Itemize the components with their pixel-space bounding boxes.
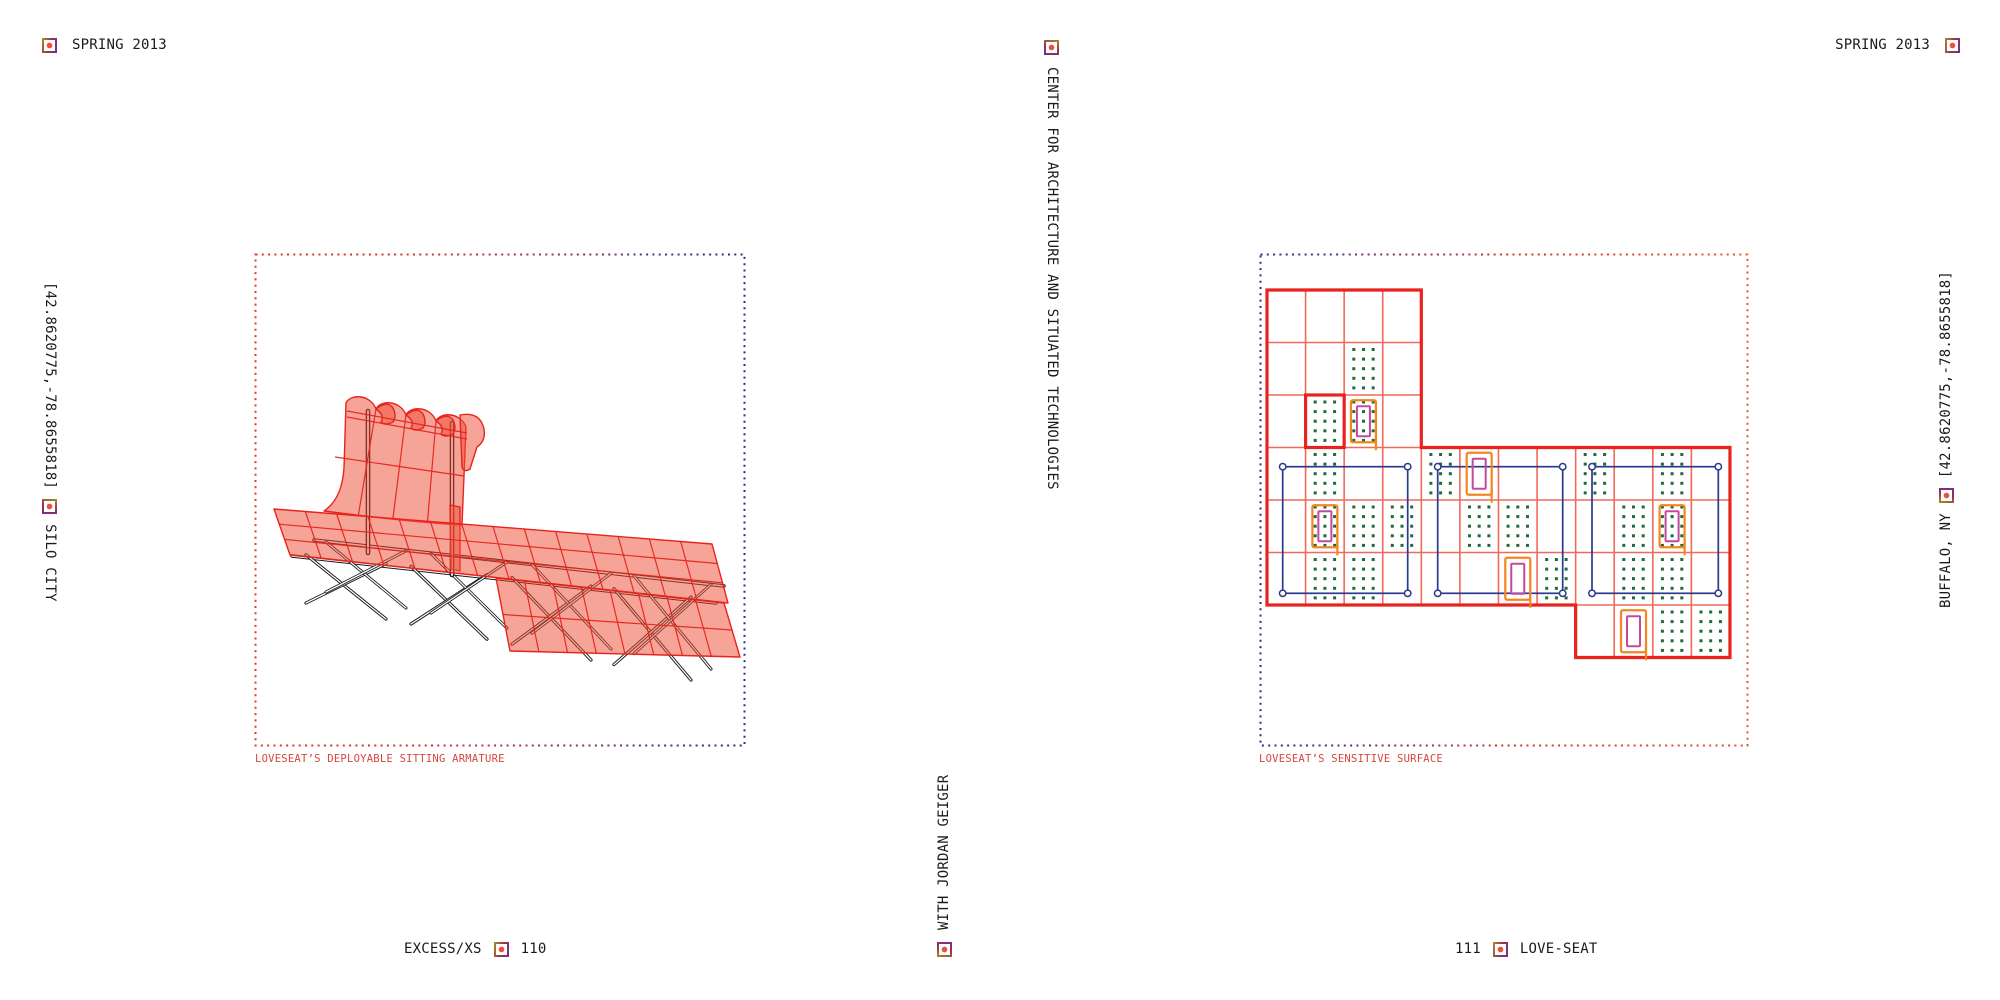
frame-corner-node: [1403, 589, 1412, 598]
sensor-node: [1311, 504, 1339, 556]
register-mark-icon: [1492, 942, 1508, 957]
register-mark-icon: [937, 942, 952, 957]
frame-corner-node: [1433, 462, 1442, 471]
header-left: SPRING 2013: [42, 37, 167, 54]
credit-label: WITH JORDAN GEIGER: [936, 774, 952, 930]
margin-left-block: [42.8620775,-78.8655818] SILO CITY: [41, 282, 58, 602]
register-mark-icon: [1945, 38, 1960, 53]
sensing-zone-frames: [1278, 462, 1723, 598]
page-number: 111: [1455, 941, 1481, 957]
sensor-node: [1504, 556, 1532, 608]
issue-label: SPRING 2013: [72, 37, 167, 53]
institution-label: CENTER FOR ARCHITECTURE AND SITUATED TEC…: [1044, 67, 1060, 490]
footer-left: EXCESS/XS 110: [404, 941, 547, 958]
pressure-dot-fields: [1313, 348, 1722, 652]
sensor-node: [1619, 609, 1648, 661]
sensor-grid-diagram: [1265, 288, 1732, 661]
spine-top-block: CENTER FOR ARCHITECTURE AND SITUATED TEC…: [1043, 40, 1060, 490]
dotted-border: [1259, 253, 1749, 747]
article-title: LOVE-SEAT: [1519, 941, 1598, 957]
frame-corner-node: [1403, 462, 1412, 471]
figure-left: [254, 253, 746, 747]
figure-right: [1259, 253, 1749, 747]
front-drape: [495, 577, 741, 658]
register-mark-icon: [1939, 488, 1954, 504]
footer-right: 111 LOVE-SEAT: [1455, 941, 1598, 958]
sensor-nodes: [1311, 399, 1686, 661]
frame-corner-node: [1588, 462, 1596, 471]
issue-label: SPRING 2013: [1835, 37, 1930, 53]
register-mark-icon: [493, 942, 509, 957]
dotted-border: [254, 253, 746, 747]
deployable-armature-drawing: [273, 396, 741, 682]
register-mark-icon: [42, 499, 57, 515]
fabric-surface: [273, 396, 741, 658]
figure-right-caption: LOVESEAT’S SENSITIVE SURFACE: [1259, 753, 1444, 765]
curl-end-flap: [459, 413, 486, 472]
coordinates-label: [42.8620775,-78.8655818]: [42, 282, 58, 490]
frame-corner-node: [1558, 589, 1567, 598]
sensor-node: [1465, 451, 1493, 503]
frame-corner-node: [1714, 462, 1723, 471]
armature-figure: [254, 253, 746, 747]
fabric-gridlines: [279, 408, 733, 657]
highlighted-cell: [1303, 393, 1346, 450]
coordinates-label: [42.8620775,-78.8655818]: [1938, 270, 1954, 479]
thin-grid-lines: [1267, 290, 1730, 658]
register-mark-icon: [1044, 40, 1059, 55]
curl-flap: [405, 409, 426, 431]
frame-corner-node: [1278, 589, 1287, 598]
sensitive-surface-figure: [1259, 253, 1749, 747]
frame-corner-node: [1433, 589, 1442, 598]
header-right: SPRING 2013: [1835, 37, 1960, 54]
curl-flap: [435, 415, 456, 437]
thick-outline: [1265, 288, 1732, 660]
site-label: BUFFALO, NY: [1938, 513, 1954, 608]
publication-title: EXCESS/XS: [404, 941, 482, 957]
margin-right-block: BUFFALO, NY [42.8620775,-78.8655818]: [1938, 271, 1955, 608]
site-label: SILO CITY: [42, 524, 58, 602]
frame-corner-node: [1588, 589, 1596, 598]
frame-corner-node: [1558, 462, 1567, 471]
frame-corner-node: [1714, 589, 1723, 598]
spine-bottom-block: WITH JORDAN GEIGER: [936, 775, 953, 957]
frame-corner-node: [1278, 462, 1287, 471]
sensor-node: [1658, 504, 1686, 556]
figure-left-caption: LOVESEAT’S DEPLOYABLE SITTING ARMATURE: [255, 753, 505, 765]
page-number: 110: [520, 941, 547, 957]
register-mark-icon: [42, 38, 57, 53]
sensor-node: [1349, 399, 1378, 451]
